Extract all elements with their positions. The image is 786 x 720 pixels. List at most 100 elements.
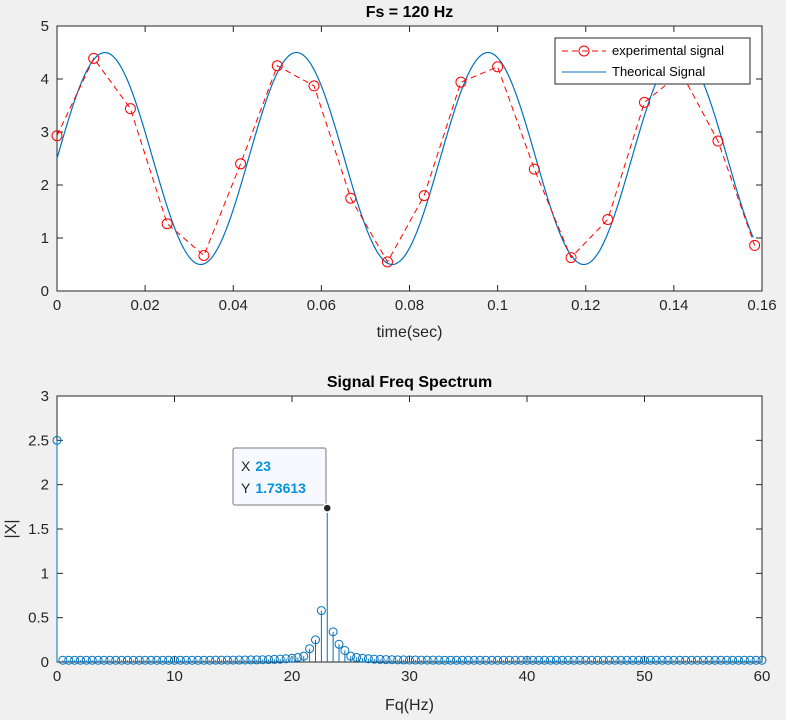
datatip-y-row: Y 1.73613 — [241, 480, 306, 496]
bottom-ytick-label: 2 — [41, 477, 49, 494]
stem-marker — [299, 651, 309, 661]
stem-marker — [751, 655, 761, 665]
top-ytick-label: 4 — [41, 71, 49, 88]
stem-marker — [487, 655, 497, 665]
stem-marker — [146, 655, 156, 665]
stem-marker — [692, 655, 702, 665]
stem-marker — [64, 655, 74, 665]
legend[interactable]: experimental signal Theorical Signal — [554, 37, 751, 85]
datatip[interactable]: X 23 Y 1.73613 — [232, 447, 332, 513]
top-axes[interactable]: 0 0.02 0.04 0.06 0.08 0.1 0.12 0.14 0.16 0 1 2 3 4 5 F… — [41, 4, 777, 341]
bottom-ytick-label: 0.5 — [28, 610, 49, 627]
stem-marker — [358, 653, 367, 663]
bottom-title: Signal Freq Spectrum — [327, 374, 492, 391]
stem-marker — [598, 655, 608, 665]
stem-marker — [428, 655, 438, 665]
top-title: Fs = 120 Hz — [366, 4, 454, 21]
experimental-point — [749, 239, 761, 251]
datatip-box — [232, 447, 327, 506]
stem-marker — [657, 655, 667, 665]
stem-marker — [739, 655, 749, 665]
legend-exp-marker — [578, 45, 590, 57]
stem-marker — [528, 655, 538, 665]
stem-marker — [452, 655, 461, 665]
stem-marker — [281, 654, 291, 664]
stem-marker — [393, 655, 403, 665]
stem-marker — [534, 655, 544, 665]
stem-marker — [540, 655, 550, 665]
stem-marker — [81, 655, 91, 665]
experimental-point — [308, 80, 320, 92]
stem-marker — [475, 655, 485, 665]
top-ytick-label: 3 — [41, 124, 49, 141]
stem-marker — [499, 655, 508, 665]
datatip-marker[interactable] — [322, 503, 332, 513]
stem-marker — [99, 655, 109, 665]
experimental-point — [381, 256, 393, 268]
stem-marker — [246, 655, 256, 665]
stem-marker — [252, 655, 262, 665]
experimental-point — [492, 61, 504, 73]
experimental-point — [418, 190, 430, 202]
legend-exp-label: experimental signal — [612, 43, 724, 58]
stem-marker — [369, 654, 379, 664]
stem-marker — [516, 655, 526, 665]
stem-marker — [52, 435, 62, 445]
stem-marker — [264, 655, 273, 665]
top-xtick-label: 0.06 — [307, 297, 336, 314]
experimental-point — [455, 76, 467, 88]
bottom-series — [52, 435, 767, 665]
stem-marker — [363, 654, 373, 664]
top-ytick-label: 2 — [41, 177, 49, 194]
stem-marker — [228, 655, 238, 665]
stem-marker — [240, 655, 250, 665]
experimental-point — [345, 192, 357, 204]
stem-marker — [311, 635, 320, 645]
bottom-plot-area[interactable] — [56, 395, 763, 663]
stem-marker — [158, 655, 168, 665]
stem-marker — [551, 655, 561, 665]
stem-marker — [493, 655, 503, 665]
top-xtick-label: 0.14 — [659, 297, 688, 314]
stem-marker — [381, 655, 391, 665]
experimental-point — [124, 103, 136, 115]
bottom-ytick-label: 3 — [41, 388, 49, 405]
stem-marker — [716, 655, 726, 665]
experimental-signal-line — [56, 57, 756, 263]
stem-marker — [340, 645, 350, 655]
stem-marker — [316, 606, 326, 616]
stem-marker — [422, 655, 432, 665]
experimental-point — [602, 213, 614, 225]
top-xlabel: time(sec) — [377, 324, 443, 341]
experimental-point — [198, 249, 210, 261]
stem-marker — [669, 655, 679, 665]
stem-marker — [628, 655, 638, 665]
stem-marker — [211, 655, 221, 665]
bottom-xtick-label: 20 — [284, 668, 301, 685]
experimental-point — [51, 130, 63, 142]
stem-marker — [434, 655, 444, 665]
stem-marker — [352, 652, 362, 662]
stem-marker — [105, 655, 115, 665]
stem-marker — [681, 655, 691, 665]
stem-marker — [651, 655, 661, 665]
stem-marker — [510, 655, 520, 665]
stem-marker — [87, 655, 97, 665]
legend-theo-label: Theorical Signal — [612, 64, 705, 79]
bottom-xtick-label: 50 — [636, 668, 653, 685]
top-xtick-label: 0 — [53, 297, 61, 314]
top-ytick-label: 1 — [41, 230, 49, 247]
legend-box — [554, 37, 751, 85]
stem-marker — [175, 655, 185, 665]
stem-marker — [710, 655, 720, 665]
stem-marker — [593, 655, 602, 665]
top-xtick-label: 0.16 — [747, 297, 776, 314]
stem-marker — [76, 655, 85, 665]
experimental-point — [235, 158, 247, 170]
stem-marker — [111, 655, 121, 665]
bottom-axes[interactable]: 0 10 20 30 40 50 60 0 0.5 1 1.5 2 2.5 3 Signal Freq S… — [3, 374, 770, 714]
stem-marker — [328, 627, 338, 637]
stem-marker — [575, 655, 585, 665]
stem-marker — [504, 655, 514, 665]
